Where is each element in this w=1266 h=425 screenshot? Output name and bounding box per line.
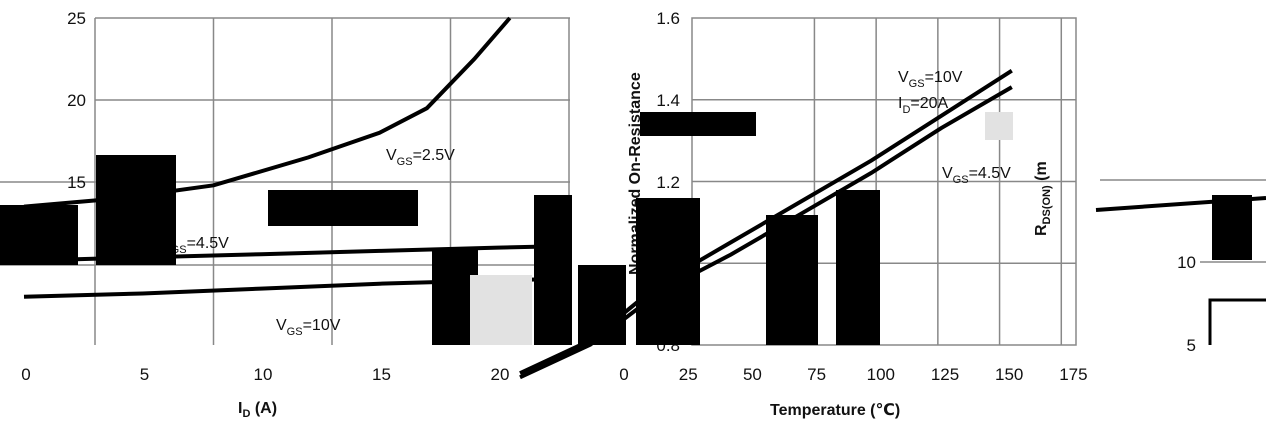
- artifact-block: [985, 112, 1013, 140]
- chart-1-annotation-vgs-10: VGS=10V: [276, 317, 341, 338]
- artifact-block: [1212, 195, 1252, 260]
- chart-2-x-axis-title: Temperature (℃): [770, 402, 900, 419]
- chart-3-y-tick-label: 10: [1177, 253, 1196, 272]
- chart-2-x-tick-label: 25: [679, 365, 698, 384]
- artifact-block: [578, 265, 626, 345]
- chart-1-x-tick-labels: 0 5 10 15 20: [21, 365, 509, 384]
- artifact-block: [0, 205, 78, 265]
- chart-1-x-tick-label: 0: [21, 365, 30, 384]
- chart-3-y-axis-title: RDS(ON) (m: [1033, 161, 1053, 236]
- chart-2-annotation-id-20a: ID=20A: [898, 95, 949, 116]
- chart-2-gridlines: [691, 17, 1077, 346]
- chart-2-x-tick-label: 150: [995, 365, 1023, 384]
- chart-1-annotation-vgs-2p5: VGS=2.5V: [386, 147, 455, 168]
- chart-3-gridlines: [1100, 179, 1266, 345]
- chart-3-frame-corner: [1208, 298, 1266, 345]
- chart-2-x-tick-labels: 0 25 50 75 100 125 150 175: [619, 365, 1087, 384]
- chart-3-y-tick-label: 5: [1187, 336, 1196, 355]
- chart-2-annotation-vgs-4p5: VGS=4.5V: [942, 165, 1011, 186]
- artifact-block: [766, 215, 818, 345]
- artifact-block: [534, 195, 572, 345]
- chart-1-y-tick-label: 15: [67, 173, 86, 192]
- chart-1-x-axis-title: ID (A): [238, 400, 277, 420]
- chart-3-y-tick-labels: 10 5: [1177, 253, 1196, 355]
- chart-2-x-tick-label: 50: [743, 365, 762, 384]
- artifact-block: [836, 190, 880, 345]
- chart-1-y-tick-label: 20: [67, 91, 86, 110]
- scan-artifacts: [0, 112, 1252, 345]
- chart-1-x-tick-label: 10: [254, 365, 273, 384]
- chart-2-x-tick-label: 0: [619, 365, 628, 384]
- artifact-block: [268, 190, 418, 226]
- artifact-block: [636, 198, 700, 345]
- artifact-block: [470, 275, 532, 345]
- chart-2-y-tick-label: 1.4: [656, 91, 680, 110]
- chart-2-annotation-vgs-10: VGS=10V: [898, 69, 963, 90]
- chart-1-y-tick-labels: 25 20 15: [67, 9, 86, 192]
- chart-1-y-tick-label: 25: [67, 9, 86, 28]
- chart-2-x-tick-label: 100: [867, 365, 895, 384]
- chart-2-y-tick-label: 1.2: [656, 173, 680, 192]
- chart-1-x-tick-label: 5: [140, 365, 149, 384]
- chart-2-x-tick-label: 75: [807, 365, 826, 384]
- chart-3: 10 5 RDS(ON) (m: [1033, 161, 1266, 355]
- artifact-block: [640, 112, 756, 136]
- artifact-block: [96, 155, 176, 265]
- chart-1-x-tick-label: 20: [491, 365, 510, 384]
- chart-1-x-tick-label: 15: [372, 365, 391, 384]
- chart-2-x-tick-label: 125: [931, 365, 959, 384]
- chart-2-y-tick-label: 1.6: [656, 9, 680, 28]
- chart-2-x-tick-label: 175: [1059, 365, 1087, 384]
